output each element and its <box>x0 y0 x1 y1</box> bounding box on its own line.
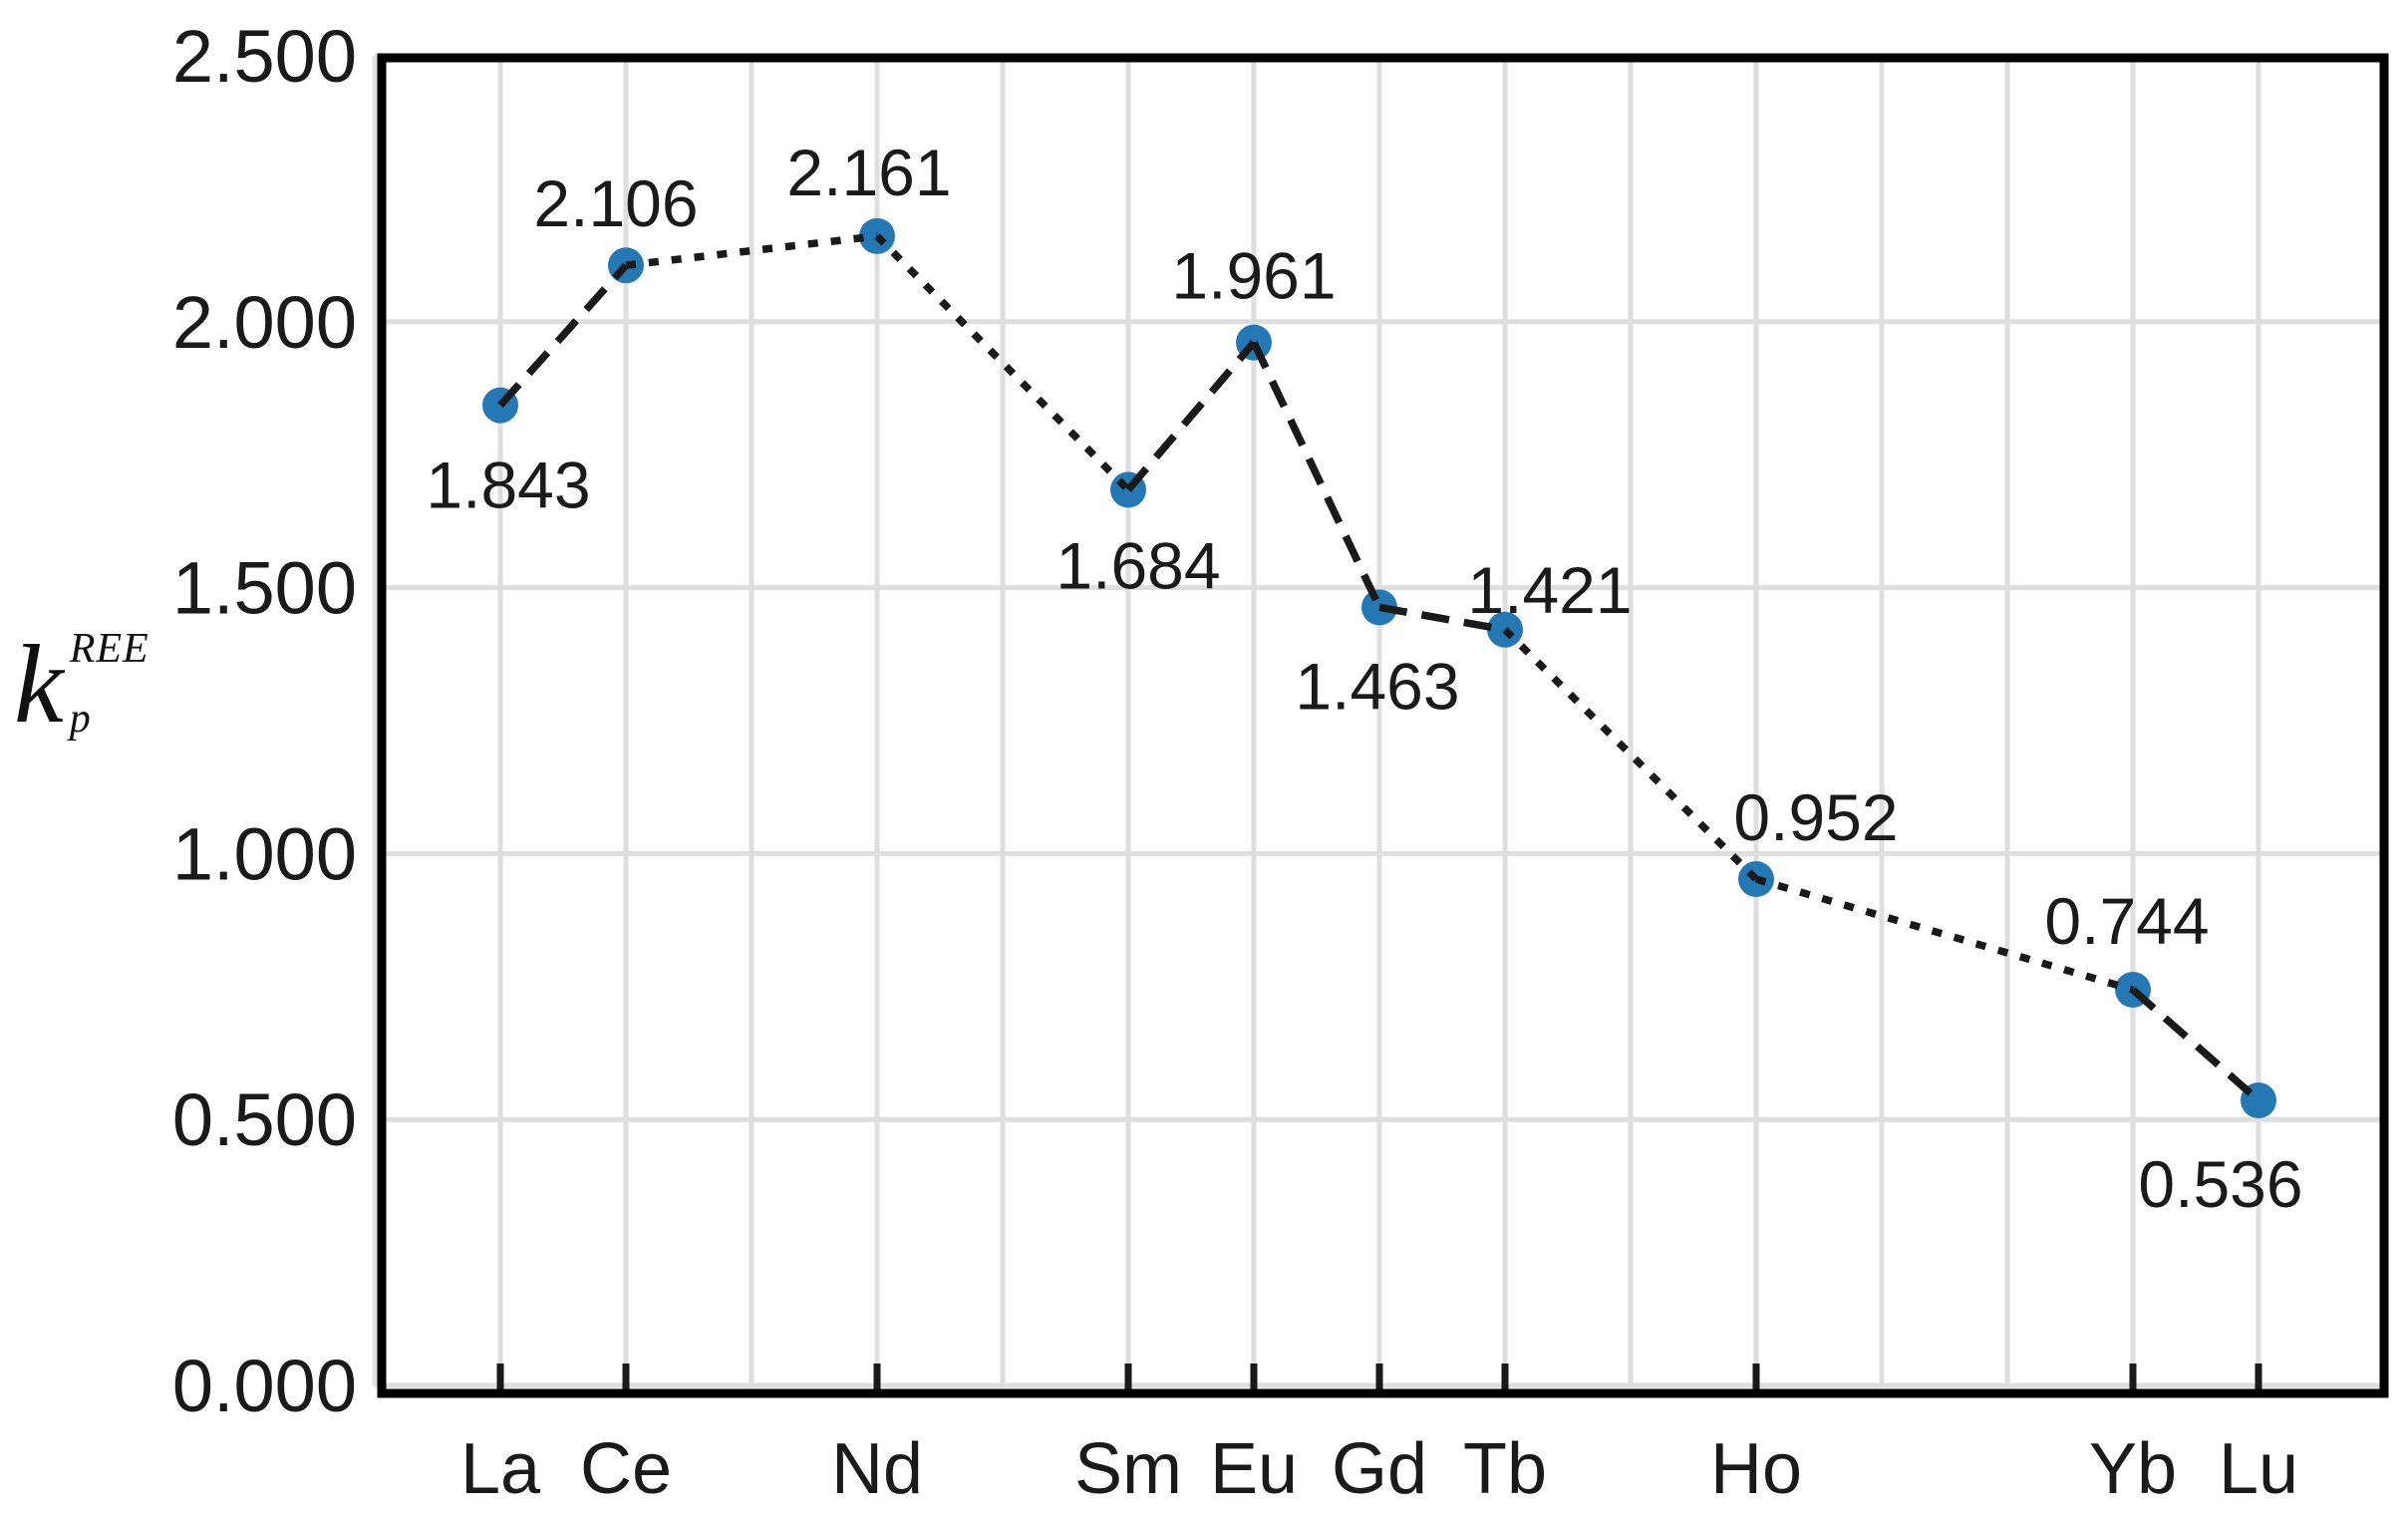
series-segment-Ce-Nd <box>625 232 878 269</box>
data-label-Eu: 1.961 <box>1171 239 1336 313</box>
x-axis-label-Ce: Ce <box>580 1429 672 1509</box>
data-label-La: 1.843 <box>426 449 590 522</box>
y-axis-label-2.500: 2.500 <box>172 15 357 98</box>
data-label-Ho: 0.952 <box>1733 780 1898 854</box>
y-axis-label-0.000: 0.000 <box>172 1345 357 1427</box>
y-axis-title-base: k <box>14 623 64 747</box>
x-axis-label-Gd: Gd <box>1332 1429 1427 1509</box>
x-axis-label-Ho: Ho <box>1710 1429 1802 1509</box>
y-axis-label-1.500: 1.500 <box>172 547 357 630</box>
x-axis-label-Nd: Nd <box>831 1429 923 1509</box>
series-segment-Gd-Tb <box>1378 603 1506 634</box>
x-axis-label-La: La <box>460 1429 541 1509</box>
data-label-Sm: 1.684 <box>1055 528 1220 602</box>
series-segment-Sm-Eu <box>1125 340 1257 492</box>
y-axis-label-2.000: 2.000 <box>172 281 357 364</box>
x-axis-label-Sm: Sm <box>1074 1429 1182 1509</box>
y-axis-title-scripts: REE p <box>70 628 150 740</box>
y-axis-label-1.000: 1.000 <box>172 812 357 895</box>
y-axis-title-superscript: REE <box>69 626 150 672</box>
series-segment-Yb-Lu <box>2130 987 2261 1103</box>
data-label-Tb: 1.421 <box>1467 553 1632 627</box>
y-axis-title: k REE p <box>14 623 150 747</box>
data-label-Gd: 1.463 <box>1295 649 1459 723</box>
x-axis-label-Eu: Eu <box>1210 1429 1298 1509</box>
x-axis-label-Tb: Tb <box>1463 1429 1547 1509</box>
series-segment-La-Ce <box>497 262 629 409</box>
data-label-Ce: 2.106 <box>533 166 698 240</box>
x-axis-label-Yb: Yb <box>2089 1429 2177 1509</box>
data-label-Lu: 0.536 <box>2138 1147 2302 1221</box>
data-label-Nd: 2.161 <box>786 136 951 209</box>
plot-border <box>377 53 2389 1398</box>
data-label-Yb: 0.744 <box>2044 884 2209 958</box>
series-segment-Eu-Gd <box>1250 341 1383 609</box>
x-axis-label-Lu: Lu <box>2219 1429 2298 1509</box>
series-segment-Ho-Yb <box>1754 875 2135 994</box>
y-axis-title-subscript: p <box>69 696 92 742</box>
y-axis-label-0.500: 0.500 <box>172 1078 357 1161</box>
